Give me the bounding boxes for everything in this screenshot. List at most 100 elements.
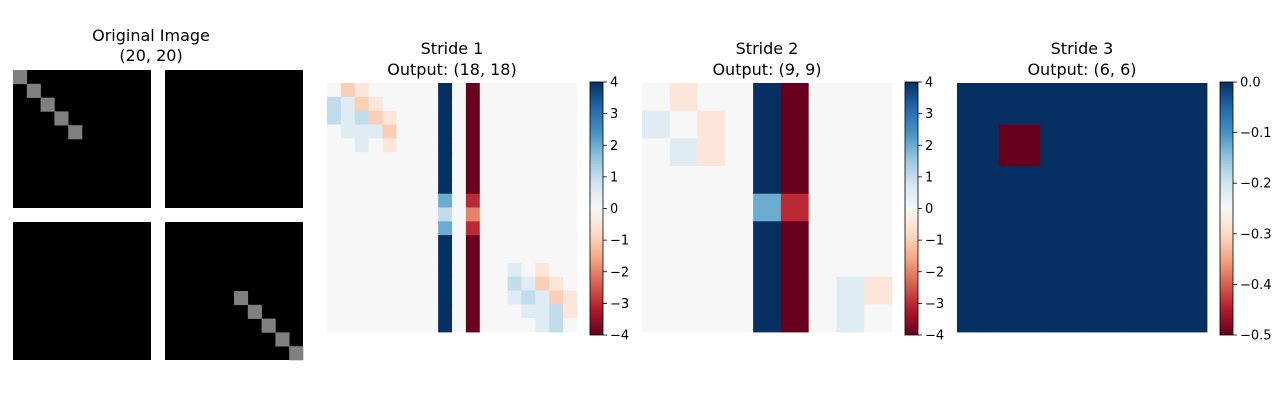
stride2-cell (836, 304, 864, 332)
stride1-cell (355, 249, 369, 263)
stride1-cell (480, 208, 494, 222)
stride1-cell (355, 111, 369, 125)
stride1-cell (424, 194, 438, 208)
stride1-cell (494, 291, 508, 305)
original-cell (248, 305, 262, 319)
stride1-cell (480, 304, 494, 318)
stride2-cell (753, 277, 781, 305)
stride2-colorbar-tick-label: −1 (925, 234, 944, 249)
stride1-cell (480, 166, 494, 180)
stride1-cell (383, 166, 397, 180)
stride1-cell (563, 263, 577, 277)
stride1-cell (521, 235, 535, 249)
stride1-cell (424, 291, 438, 305)
stride1-cell (480, 111, 494, 125)
stride1-cell (452, 125, 466, 139)
stride2-cell (725, 277, 753, 305)
stride1-cell (355, 97, 369, 111)
stride2-cell (836, 83, 864, 111)
stride1-cell (535, 166, 549, 180)
stride1-cell (535, 235, 549, 249)
stride2-cell (642, 111, 670, 139)
stride1-cell (369, 194, 383, 208)
stride2-cell (698, 138, 726, 166)
stride3-cell (999, 291, 1041, 333)
stride1-cell (341, 166, 355, 180)
stride1-cell (369, 277, 383, 291)
stride1-cell (535, 194, 549, 208)
stride1-cell (410, 221, 424, 235)
stride1-cell (508, 152, 522, 166)
stride1-cell (369, 152, 383, 166)
stride1-cell (563, 249, 577, 263)
stride3-title-line1: Stride 3 (1051, 39, 1114, 58)
stride2-cell (753, 111, 781, 139)
stride1-cell (521, 277, 535, 291)
stride1-cell (424, 138, 438, 152)
stride1-cell (396, 194, 410, 208)
stride1-cell (327, 304, 341, 318)
stride1-cell (424, 83, 438, 97)
stride1-cell (383, 291, 397, 305)
stride3-cell (1165, 83, 1207, 125)
stride2-cell (781, 83, 809, 111)
stride1-cell (341, 263, 355, 277)
stride1-cell (480, 221, 494, 235)
stride3-cell (957, 125, 999, 167)
stride1-cell (410, 263, 424, 277)
stride2-cell (725, 304, 753, 332)
stride1-cell (521, 304, 535, 318)
stride3-cell (957, 291, 999, 333)
stride1-cell (369, 138, 383, 152)
stride1-cell (549, 83, 563, 97)
stride1-cell (438, 83, 452, 97)
stride2-cell (781, 249, 809, 277)
stride2-cell (809, 194, 837, 222)
stride1-cell (438, 125, 452, 139)
stride1-colorbar-tick-label: −1 (610, 234, 629, 249)
stride1-cell (369, 83, 383, 97)
stride1-cell (355, 166, 369, 180)
stride1-cell (466, 249, 480, 263)
stride1-cell (410, 291, 424, 305)
stride2-cell (670, 166, 698, 194)
stride2-cell (698, 221, 726, 249)
stride2-cell (725, 249, 753, 277)
stride1-cell (424, 152, 438, 166)
stride1-cell (452, 235, 466, 249)
stride2-cell (753, 221, 781, 249)
stride1-cell (563, 97, 577, 111)
stride1-cell (521, 291, 535, 305)
stride1-cell (355, 152, 369, 166)
stride1-cell (494, 83, 508, 97)
stride1-cell (494, 194, 508, 208)
stride1-cell (452, 194, 466, 208)
stride1-cell (438, 138, 452, 152)
stride2-cell (670, 83, 698, 111)
stride1-cell (563, 291, 577, 305)
stride3-cell (1124, 208, 1166, 250)
stride1-cell (341, 208, 355, 222)
stride2-cell (864, 304, 892, 332)
stride2-cell (725, 83, 753, 111)
stride1-cell (424, 166, 438, 180)
original-cell (289, 346, 303, 360)
stride2-cell (836, 277, 864, 305)
stride2-cell (836, 194, 864, 222)
stride1-cell (327, 208, 341, 222)
stride1-cell (466, 235, 480, 249)
stride1-cell (535, 304, 549, 318)
stride1-cell (494, 111, 508, 125)
stride1-cell (521, 263, 535, 277)
stride3-cell (1082, 249, 1124, 291)
stride1-cell (383, 318, 397, 332)
stride1-cell (535, 208, 549, 222)
stride1-cell (369, 304, 383, 318)
original-cell (68, 125, 82, 139)
stride1-cell (452, 304, 466, 318)
stride1-cell (452, 152, 466, 166)
original-cell (27, 84, 41, 98)
stride2-cell (670, 249, 698, 277)
stride2-cell (809, 83, 837, 111)
stride1-cell (424, 97, 438, 111)
